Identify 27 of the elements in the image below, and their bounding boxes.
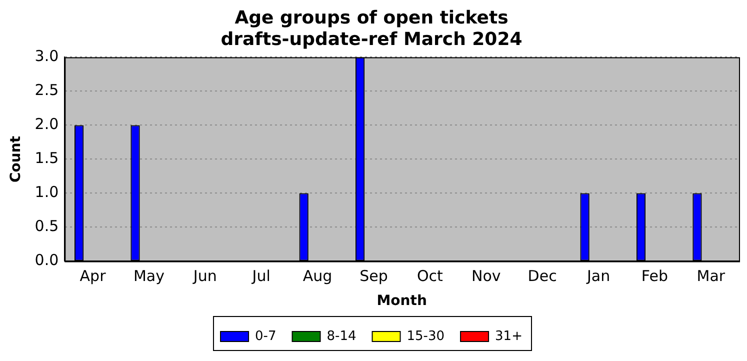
x-tick-label: Apr: [80, 267, 107, 286]
x-tick-label: Dec: [528, 267, 557, 286]
x-tick-label: Mar: [696, 267, 726, 286]
x-tick-label: Feb: [641, 267, 668, 286]
x-tick-label: Jul: [251, 267, 270, 286]
y-tick-label: 1.5: [34, 149, 59, 168]
x-tick-label: Sep: [360, 267, 388, 286]
y-tick-label: 2.0: [34, 115, 59, 134]
legend-label: 31+: [495, 328, 522, 344]
y-axis-title: Count: [8, 136, 24, 182]
x-tick-label: Oct: [416, 267, 444, 286]
y-tick-label: 2.5: [34, 81, 59, 100]
legend-label: 8-14: [326, 328, 356, 344]
x-tick-label: Nov: [471, 267, 501, 286]
x-tick-label: Aug: [302, 267, 332, 286]
y-tick-label: 1.0: [34, 183, 59, 202]
x-axis-title: Month: [376, 293, 427, 310]
x-tick-label: Jan: [586, 267, 610, 286]
x-tick-label: Jun: [192, 267, 217, 286]
chart-title: Age groups of open tickets: [234, 7, 508, 28]
x-tick-label: May: [133, 267, 165, 286]
y-tick-label: 0.0: [34, 251, 59, 270]
y-tick-label: 0.5: [34, 217, 59, 236]
y-tick-label: 3.0: [34, 47, 59, 66]
legend-label: 15-30: [406, 328, 445, 344]
chart-subtitle: drafts-update-ref March 2024: [220, 29, 522, 50]
legend-label: 0-7: [255, 328, 276, 344]
